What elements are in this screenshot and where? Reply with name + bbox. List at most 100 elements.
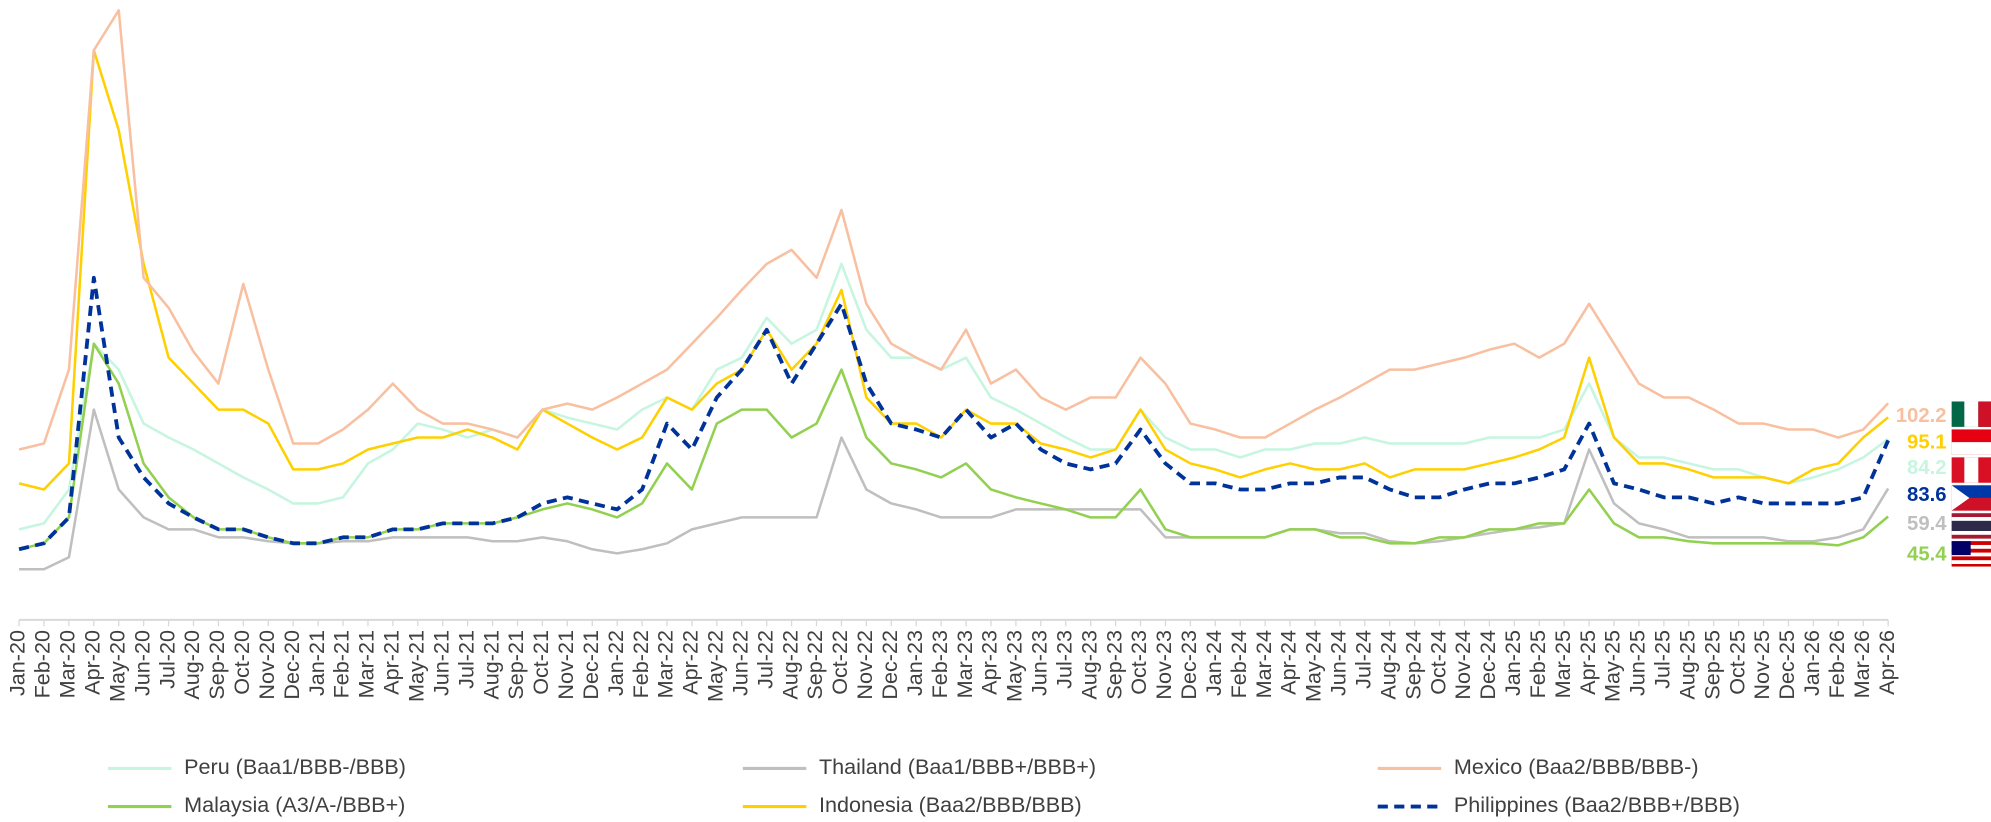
x-tick-label: Aug-22 xyxy=(777,630,802,700)
x-tick-label: Jun-20 xyxy=(129,630,154,696)
legend-label: Malaysia (A3/A-/BBB+) xyxy=(184,792,405,817)
legend-label: Thailand (Baa1/BBB+/BBB+) xyxy=(819,754,1096,779)
flag-peru xyxy=(1964,457,1979,483)
x-tick-label: Jan-22 xyxy=(603,630,628,696)
x-tick-label: Dec-25 xyxy=(1774,630,1799,700)
legend-label: Philippines (Baa2/BBB+/BBB) xyxy=(1454,792,1740,817)
flag-indonesia xyxy=(1951,442,1991,455)
x-tick-label: Sep-25 xyxy=(1699,630,1724,700)
x-tick-label: Feb-25 xyxy=(1525,630,1550,698)
series-line xyxy=(18,275,1890,552)
x-tick-label: Jul-23 xyxy=(1051,630,1076,689)
x-tick-label: Jan-24 xyxy=(1201,630,1226,696)
x-tick-label: May-25 xyxy=(1600,630,1625,702)
flag-mexico xyxy=(1964,401,1979,427)
flag-mexico xyxy=(1978,401,1991,427)
x-tick-label: Jul-22 xyxy=(752,630,777,689)
x-tick-label: Apr-25 xyxy=(1575,630,1600,695)
x-tick-label: Aug-23 xyxy=(1076,630,1101,700)
x-tick-label: Feb-22 xyxy=(628,630,653,698)
x-tick-label: Oct-25 xyxy=(1724,630,1749,695)
x-tick-label: Dec-23 xyxy=(1176,630,1201,700)
x-tick-label: Mar-25 xyxy=(1550,630,1575,698)
x-tick-label: Jan-25 xyxy=(1500,630,1525,696)
x-tick-label: May-22 xyxy=(703,630,728,702)
end-label: 84.2 xyxy=(1907,457,1947,479)
flags xyxy=(1951,401,1991,567)
x-tick-label: Nov-22 xyxy=(852,630,877,700)
x-tick-label: Apr-20 xyxy=(80,630,105,695)
legend-label: Mexico (Baa2/BBB/BBB-) xyxy=(1454,754,1699,779)
flag-malaysia xyxy=(1951,552,1991,557)
x-tick-label: Nov-21 xyxy=(553,630,578,700)
x-tick-label: Mar-26 xyxy=(1849,630,1874,698)
x-tick-label: Jul-25 xyxy=(1650,630,1675,689)
x-tick-label: Nov-20 xyxy=(254,630,279,700)
x-tick-label: Mar-22 xyxy=(653,630,678,698)
x-tick-label: Apr-24 xyxy=(1276,630,1301,695)
x-tick-label: Dec-24 xyxy=(1475,630,1500,700)
x-tick-label: Oct-21 xyxy=(528,630,553,695)
x-tick-label: Aug-21 xyxy=(478,630,503,700)
x-tick-label: May-20 xyxy=(104,630,129,702)
x-tick-label: Feb-24 xyxy=(1226,630,1251,698)
flag-thailand xyxy=(1951,520,1991,531)
x-tick-label: Feb-21 xyxy=(329,630,354,698)
end-label: 45.4 xyxy=(1907,543,1947,565)
x-tick-label: Feb-20 xyxy=(30,630,55,698)
x-tick-label: Dec-21 xyxy=(578,630,603,700)
x-tick-label: Nov-23 xyxy=(1151,630,1176,700)
x-tick-label: Sep-21 xyxy=(503,630,528,700)
x-tick-label: Jan-20 xyxy=(5,630,30,696)
x-tick-label: Jun-24 xyxy=(1326,630,1351,696)
x-tick-label: Sep-23 xyxy=(1101,630,1126,700)
x-tick-label: Dec-22 xyxy=(877,630,902,700)
series-line xyxy=(19,408,1890,571)
x-tick-label: Oct-23 xyxy=(1126,630,1151,695)
x-tick-label: Sep-24 xyxy=(1400,630,1425,700)
flag-malaysia xyxy=(1951,541,1971,556)
end-label: 102.2 xyxy=(1896,405,1947,427)
x-tick-label: Mar-23 xyxy=(952,630,977,698)
series-line xyxy=(18,262,1889,531)
x-tick-label: Apr-21 xyxy=(379,630,404,695)
x-tick-label: Nov-24 xyxy=(1450,630,1475,700)
x-tick-label: Sep-22 xyxy=(802,630,827,700)
end-label: 83.6 xyxy=(1907,484,1947,506)
x-tick-label: Apr-26 xyxy=(1874,630,1899,695)
x-tick-label: Jun-21 xyxy=(428,630,453,696)
flag-malaysia xyxy=(1951,560,1991,565)
x-tick-label: Apr-23 xyxy=(977,630,1002,695)
end-label: 59.4 xyxy=(1907,513,1947,535)
x-tick-label: Nov-25 xyxy=(1749,630,1774,700)
x-tick-label: Jun-22 xyxy=(727,630,752,696)
x-tick-label: Feb-26 xyxy=(1824,630,1849,698)
x-tick-label: Jan-21 xyxy=(304,630,329,696)
x-tick-label: Apr-22 xyxy=(678,630,703,695)
x-tick-label: Sep-20 xyxy=(204,630,229,700)
series-line xyxy=(18,48,1889,491)
x-tick-label: Mar-20 xyxy=(55,630,80,698)
x-tick-label: Jan-26 xyxy=(1799,630,1824,696)
x-tick-label: Aug-20 xyxy=(179,630,204,700)
x-tick-label: Oct-22 xyxy=(827,630,852,695)
flag-philippines xyxy=(1951,485,1970,511)
legend-label: Peru (Baa1/BBB-/BBB) xyxy=(184,754,406,779)
x-tick-label: Dec-20 xyxy=(279,630,304,700)
x-tick-label: Oct-24 xyxy=(1425,630,1450,695)
x-tick-label: May-24 xyxy=(1301,630,1326,702)
x-tick-label: Mar-24 xyxy=(1251,630,1276,698)
x-tick-label: Jun-25 xyxy=(1625,630,1650,696)
legend-label: Indonesia (Baa2/BBB/BBB) xyxy=(819,792,1082,817)
end-label: 95.1 xyxy=(1907,432,1947,454)
x-tick-label: Aug-24 xyxy=(1375,630,1400,700)
x-tick-label: Jul-20 xyxy=(154,630,179,689)
x-tick-label: Aug-25 xyxy=(1674,630,1699,700)
x-tick-label: Feb-23 xyxy=(927,630,952,698)
x-tick-label: Jan-23 xyxy=(902,630,927,696)
x-tick-label: Mar-21 xyxy=(354,630,379,698)
x-tick-label: Jun-23 xyxy=(1027,630,1052,696)
x-tick-label: Oct-20 xyxy=(229,630,254,695)
x-tick-label: May-21 xyxy=(403,630,428,702)
